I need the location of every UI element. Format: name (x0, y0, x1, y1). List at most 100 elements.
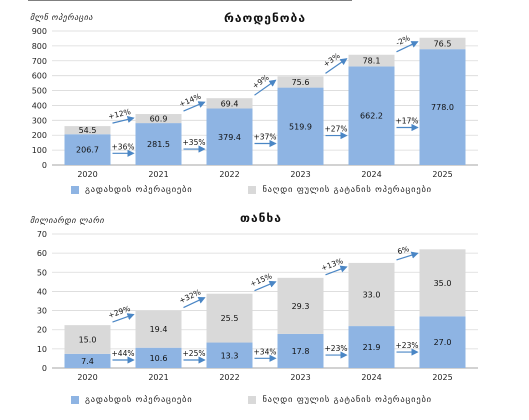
data-label-cash: 15.0 (79, 335, 97, 344)
bar-cash (206, 293, 253, 343)
growth-label-bottom: +35% (183, 138, 206, 147)
legend-label-cash: ნაღდი ფულის გატანის ოპერაციები (262, 395, 432, 405)
bar-cash (419, 249, 466, 317)
chart2-title: თანხა (240, 211, 282, 225)
top-rule (28, 0, 352, 1)
bar-payments (277, 333, 324, 368)
chart1-unit-label: მლნ ოპერაცია (30, 13, 94, 22)
data-label-payments: 281.5 (147, 140, 170, 149)
data-label-cash: 54.5 (79, 126, 97, 135)
data-label-payments: 17.8 (292, 347, 310, 356)
bar-cash (348, 262, 395, 327)
legend-swatch-blue (71, 186, 79, 194)
bar-cash (277, 277, 324, 334)
bar-payments (206, 108, 253, 165)
data-label-cash: 78.1 (363, 57, 381, 66)
y-tick-label: 600 (32, 72, 47, 81)
y-tick-label: 60 (37, 249, 47, 258)
data-label-cash: 76.5 (434, 39, 452, 48)
bar-payments (135, 123, 182, 165)
chart2-legend: გადახდის ოპერაციები ნაღდი ფულის გატანის … (71, 395, 432, 405)
bar-cash (206, 98, 253, 109)
bar-cash (64, 126, 111, 135)
data-label-cash: 35.0 (434, 279, 452, 288)
data-label-payments: 519.9 (289, 122, 312, 131)
growth-label-bottom: +37% (254, 133, 277, 142)
bar-payments (419, 49, 466, 165)
growth-label-bottom: +34% (254, 347, 277, 356)
legend-label-cash: ნაღდი ფულის გატანის ოპერაციები (262, 185, 432, 195)
x-tick-label: 2024 (361, 170, 381, 179)
data-label-payments: 7.4 (81, 357, 94, 366)
x-tick-label: 2025 (432, 373, 452, 382)
bar-payments (64, 353, 111, 368)
x-tick-label: 2025 (432, 170, 452, 179)
growth-label-top: 6% (396, 244, 410, 256)
bar-payments (277, 87, 324, 165)
growth-arrow-top (254, 79, 277, 96)
x-tick-label: 2024 (361, 373, 381, 382)
data-label-cash: 69.4 (221, 99, 239, 108)
chart1-legend: გადახდის ოპერაციები ნაღდი ფულის გატანის … (71, 185, 432, 195)
legend-swatch-gray (248, 396, 257, 404)
bar-cash (419, 37, 466, 50)
data-label-payments: 662.2 (360, 112, 383, 121)
chart2-legend-item-cash: ნაღდი ფულის გატანის ოპერაციები (248, 395, 431, 405)
growth-label-bottom: +17% (396, 117, 419, 126)
y-tick-label: 10 (37, 345, 47, 354)
y-tick-label: 30 (37, 307, 47, 316)
data-label-cash: 29.3 (292, 302, 310, 311)
x-tick-label: 2023 (290, 373, 310, 382)
y-tick-label: 50 (37, 268, 47, 277)
y-tick-label: 100 (32, 146, 47, 155)
legend-label-payments: გადახდის ოპერაციები (85, 185, 193, 195)
growth-label-top: +32% (178, 287, 203, 305)
y-tick-label: 20 (37, 326, 47, 335)
data-label-cash: 25.5 (221, 314, 239, 323)
y-tick-label: 300 (32, 116, 47, 125)
chart1-legend-item-payments: გადახდის ოპერაციები (71, 185, 192, 195)
bar-cash (64, 325, 111, 354)
bar-cash (135, 310, 182, 348)
data-label-payments: 27.0 (434, 338, 452, 347)
data-label-cash: 60.9 (150, 115, 168, 124)
y-tick-label: 0 (42, 161, 47, 170)
x-tick-label: 2022 (219, 373, 239, 382)
growth-arrow-top (112, 313, 135, 323)
growth-label-bottom: +23% (325, 344, 348, 353)
growth-arrow-top (112, 115, 135, 124)
y-tick-label: 800 (32, 42, 47, 51)
growth-label-bottom: +36% (112, 142, 135, 151)
bar-payments (419, 316, 466, 368)
y-tick-label: 500 (32, 87, 47, 96)
x-tick-label: 2020 (77, 373, 97, 382)
data-label-cash: 75.6 (292, 78, 310, 87)
y-tick-label: 200 (32, 131, 47, 140)
bar-payments (348, 326, 395, 368)
chart1-legend-item-cash: ნაღდი ფულის გატანის ოპერაციები (248, 185, 431, 195)
chart2-unit-label: მილიარდი ლარი (30, 216, 105, 225)
legend-swatch-gray (248, 186, 257, 194)
data-label-cash: 33.0 (363, 290, 381, 299)
growth-label-bottom: +44% (112, 349, 135, 358)
y-tick-label: 0 (42, 364, 47, 373)
bar-cash (135, 114, 182, 124)
data-label-payments: 778.0 (431, 103, 454, 112)
x-tick-label: 2021 (148, 373, 168, 382)
bar-payments (64, 134, 111, 165)
data-label-payments: 13.3 (221, 351, 239, 360)
x-tick-label: 2021 (148, 170, 168, 179)
growth-label-top: +3% (322, 51, 342, 69)
data-label-payments: 10.6 (150, 354, 168, 363)
chart1-title: რაოდენობა (224, 11, 306, 25)
y-tick-label: 70 (37, 230, 47, 239)
bar-payments (135, 347, 182, 368)
y-tick-label: 400 (32, 101, 47, 110)
growth-label-top: +14% (178, 92, 203, 109)
data-label-cash: 19.4 (150, 325, 168, 334)
legend-swatch-blue (71, 396, 79, 404)
growth-arrow-top (396, 41, 419, 53)
growth-arrow-top (183, 297, 206, 309)
growth-arrow-top (183, 101, 206, 112)
growth-label-bottom: +27% (325, 125, 348, 134)
